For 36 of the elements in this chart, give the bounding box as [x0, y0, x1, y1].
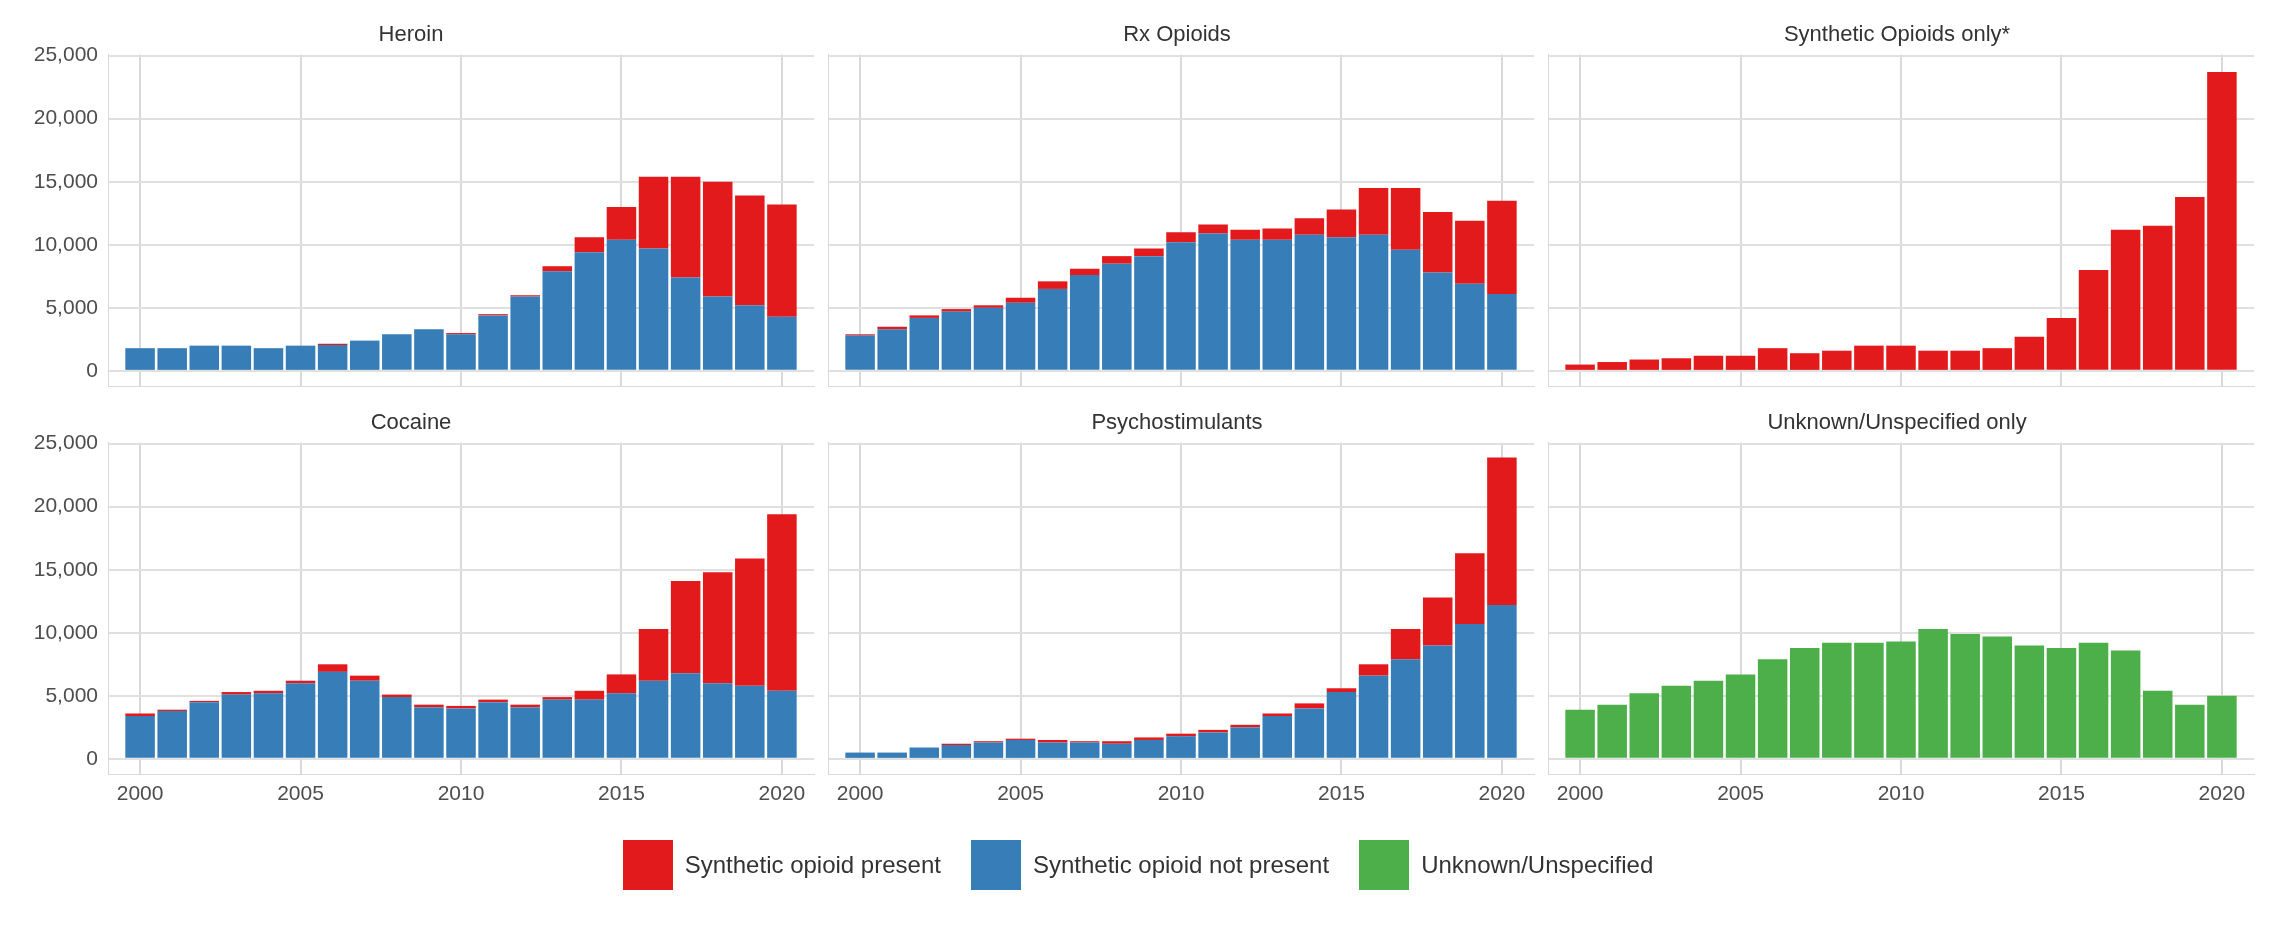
y-tick-label: 15,000 — [33, 556, 98, 580]
y-tick-label: 5,000 — [45, 682, 98, 706]
chart-title: Synthetic Opioids only* — [1783, 21, 2011, 47]
y-tick-label: 5,000 — [45, 294, 98, 318]
x-tick-label: 2005 — [997, 781, 1044, 805]
y-tick-label: 15,000 — [33, 168, 98, 192]
x-tick-label: 2005 — [277, 781, 324, 805]
legend-label: Synthetic opioid not present — [1032, 851, 1330, 879]
y-tick-label: 25,000 — [33, 430, 98, 454]
y-tick-label: 25,000 — [33, 42, 98, 66]
legend-label: Synthetic opioid present — [684, 851, 941, 879]
x-tick-label: 2010 — [1157, 781, 1205, 805]
y-tick-label: 10,000 — [33, 619, 98, 643]
chart-title: Rx Opioids — [1123, 21, 1231, 47]
y-tick-label: 0 — [86, 745, 98, 769]
x-tick-label: 2020 — [1478, 781, 1526, 805]
x-tick-label: 2015 — [598, 781, 645, 805]
x-tick-label: 2005 — [1717, 781, 1764, 805]
chart-title: Cocaine — [370, 409, 452, 435]
y-tick-label: 20,000 — [33, 493, 98, 517]
legend-label: Unknown/Unspecified — [1421, 851, 1654, 879]
x-tick-label: 2015 — [1318, 781, 1365, 805]
x-tick-label: 2010 — [1877, 781, 1925, 805]
chart-title: Unknown/Unspecified only — [1767, 409, 2027, 435]
y-tick-label: 10,000 — [33, 231, 98, 255]
y-tick-label: 0 — [86, 357, 98, 381]
chart-title: Heroin — [378, 21, 444, 47]
x-tick-label: 2010 — [437, 781, 485, 805]
chart-title: Psychostimulants — [1091, 409, 1263, 435]
x-tick-label: 2020 — [758, 781, 806, 805]
x-tick-label: 2020 — [2198, 781, 2246, 805]
x-tick-label: 2000 — [1556, 781, 1604, 805]
x-tick-label: 2000 — [116, 781, 164, 805]
x-tick-label: 2015 — [2038, 781, 2085, 805]
x-tick-label: 2000 — [836, 781, 884, 805]
y-tick-label: 20,000 — [33, 105, 98, 129]
